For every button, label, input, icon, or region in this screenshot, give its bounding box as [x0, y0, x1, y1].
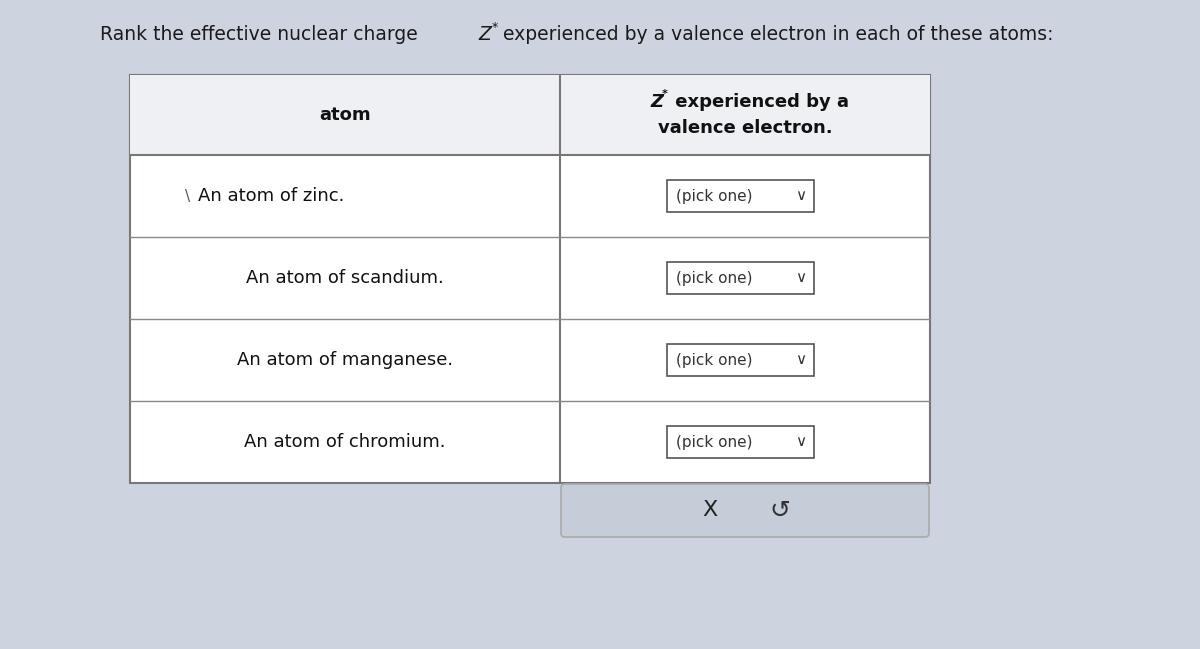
Text: atom: atom: [319, 106, 371, 124]
Bar: [130, 75, 930, 155]
Text: ↺: ↺: [769, 498, 791, 522]
Text: valence electron.: valence electron.: [658, 119, 833, 137]
Text: ∨: ∨: [794, 271, 806, 286]
Text: An atom of chromium.: An atom of chromium.: [245, 433, 445, 451]
FancyBboxPatch shape: [666, 180, 814, 212]
Bar: [130, 75, 930, 483]
Text: An atom of scandium.: An atom of scandium.: [246, 269, 444, 287]
Text: *: *: [662, 89, 668, 99]
Text: (pick one): (pick one): [676, 271, 752, 286]
Text: ∨: ∨: [794, 352, 806, 367]
Text: X: X: [702, 500, 718, 520]
FancyBboxPatch shape: [666, 262, 814, 294]
Text: Z: Z: [478, 25, 491, 45]
Text: An atom of manganese.: An atom of manganese.: [236, 351, 454, 369]
Text: ∨: ∨: [794, 188, 806, 204]
Text: (pick one): (pick one): [676, 434, 752, 450]
Text: *: *: [492, 21, 498, 34]
Text: experienced by a valence electron in each of these atoms:: experienced by a valence electron in eac…: [497, 25, 1054, 45]
FancyBboxPatch shape: [562, 484, 929, 537]
Text: experienced by a: experienced by a: [670, 93, 850, 111]
Text: An atom of zinc.: An atom of zinc.: [198, 187, 344, 205]
Text: \: \: [185, 188, 190, 204]
Text: Rank the effective nuclear charge: Rank the effective nuclear charge: [100, 25, 424, 45]
Text: ∨: ∨: [794, 434, 806, 450]
Text: Z: Z: [650, 93, 662, 111]
FancyBboxPatch shape: [666, 344, 814, 376]
Text: (pick one): (pick one): [676, 352, 752, 367]
Text: (pick one): (pick one): [676, 188, 752, 204]
FancyBboxPatch shape: [666, 426, 814, 458]
